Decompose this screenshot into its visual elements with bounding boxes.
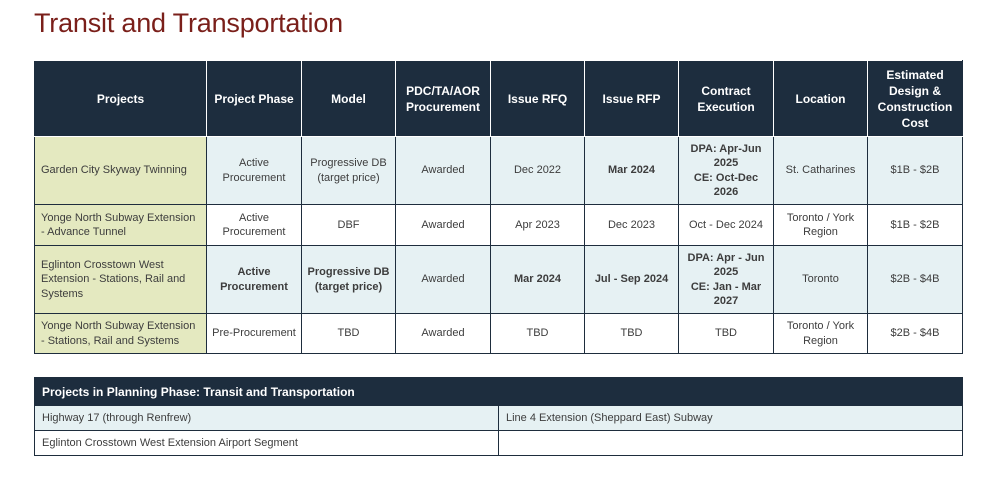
project-name: Yonge North Subway Extension - Stations,… — [34, 313, 207, 354]
project-contract: DPA: Apr - Jun 2025 CE: Jan - Mar 2027 — [678, 245, 774, 314]
project-name: Eglinton Crosstown West Extension - Stat… — [34, 245, 207, 314]
project-model: TBD — [301, 313, 396, 354]
project-name: Garden City Skyway Twinning — [34, 136, 207, 205]
projects-table: Projects Project Phase Model PDC/TA/AOR … — [34, 60, 963, 354]
project-rfp: TBD — [584, 313, 679, 354]
project-cost: $2B - $4B — [867, 245, 963, 314]
project-phase: Pre-Procurement — [206, 313, 302, 354]
project-pdc: Awarded — [395, 204, 491, 246]
project-pdc: Awarded — [395, 136, 491, 205]
project-cost: $1B - $2B — [867, 204, 963, 246]
project-location: St. Catharines — [773, 136, 868, 205]
list-item: Eglinton Crosstown West Extension Airpor… — [34, 430, 964, 456]
project-location: Toronto / York Region — [773, 313, 868, 354]
project-pdc: Awarded — [395, 313, 491, 354]
project-cost: $2B - $4B — [867, 313, 963, 354]
col-header-rfp: Issue RFP — [584, 60, 679, 137]
project-rfp: Dec 2023 — [584, 204, 679, 246]
project-contract: TBD — [678, 313, 774, 354]
project-cost: $1B - $2B — [867, 136, 963, 205]
col-header-phase: Project Phase — [206, 60, 302, 137]
project-rfq: TBD — [490, 313, 585, 354]
project-rfq: Apr 2023 — [490, 204, 585, 246]
planning-project: Line 4 Extension (Sheppard East) Subway — [497, 405, 964, 431]
table-row: Yonge North Subway Extension - Stations,… — [34, 313, 963, 354]
project-rfq: Dec 2022 — [490, 136, 585, 205]
project-contract: Oct - Dec 2024 — [678, 204, 774, 246]
col-header-pdc: PDC/TA/AOR Procurement — [395, 60, 491, 137]
project-rfp: Mar 2024 — [584, 136, 679, 205]
col-header-cost: Estimated Design & Construction Cost — [867, 60, 963, 137]
project-model: DBF — [301, 204, 396, 246]
project-phase: Active Procurement — [206, 245, 302, 314]
project-location: Toronto — [773, 245, 868, 314]
planning-header-row: Projects in Planning Phase: Transit and … — [34, 377, 963, 406]
col-header-rfq: Issue RFQ — [490, 60, 585, 137]
project-contract: DPA: Apr-Jun 2025 CE: Oct-Dec 2026 — [678, 136, 774, 205]
project-phase: Active Procurement — [206, 204, 302, 246]
col-header-location: Location — [773, 60, 868, 137]
project-phase: Active Procurement — [206, 136, 302, 205]
planning-project: Eglinton Crosstown West Extension Airpor… — [34, 430, 499, 456]
project-model: Progressive DB (target price) — [301, 245, 396, 314]
project-pdc: Awarded — [395, 245, 491, 314]
list-item: Highway 17 (through Renfrew) Line 4 Exte… — [34, 405, 964, 431]
planning-phase-table: Projects in Planning Phase: Transit and … — [34, 377, 964, 456]
table-row: Garden City Skyway Twinning Active Procu… — [34, 136, 963, 205]
table-header-row: Projects Project Phase Model PDC/TA/AOR … — [34, 60, 963, 137]
project-location: Toronto / York Region — [773, 204, 868, 246]
col-header-contract: Contract Execution — [678, 60, 774, 137]
page-title: Transit and Transportation — [34, 8, 343, 38]
project-name: Yonge North Subway Extension - Advance T… — [34, 204, 207, 246]
project-rfq: Mar 2024 — [490, 245, 585, 314]
planning-project: Highway 17 (through Renfrew) — [34, 405, 499, 431]
col-header-projects: Projects — [34, 60, 207, 137]
project-model: Progressive DB (target price) — [301, 136, 396, 205]
table-row: Yonge North Subway Extension - Advance T… — [34, 204, 963, 246]
table-row: Eglinton Crosstown West Extension - Stat… — [34, 245, 963, 314]
planning-project — [497, 430, 964, 456]
col-header-model: Model — [301, 60, 396, 137]
planning-header: Projects in Planning Phase: Transit and … — [34, 377, 963, 406]
project-rfp: Jul - Sep 2024 — [584, 245, 679, 314]
